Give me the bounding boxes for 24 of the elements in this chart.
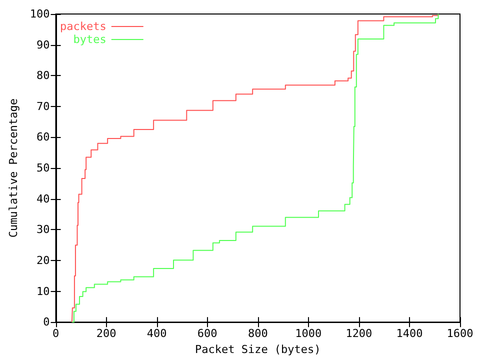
y-tick-label: 40 xyxy=(36,192,50,206)
y-tick-label: 60 xyxy=(36,130,50,144)
y-tick-label: 30 xyxy=(36,223,50,236)
x-tick-label: 400 xyxy=(146,327,167,340)
y-tick-label: 80 xyxy=(36,69,50,82)
legend-label: packets xyxy=(60,20,106,33)
y-tick-label: 70 xyxy=(36,100,50,113)
x-tick-label: 1600 xyxy=(446,327,474,340)
x-axis-title: Packet Size (bytes) xyxy=(194,343,321,356)
x-tick-label: 200 xyxy=(96,327,116,340)
y-tick-label: 50 xyxy=(36,162,50,175)
x-tick-label: 1200 xyxy=(346,327,372,340)
x-tick-label: 1400 xyxy=(396,327,423,340)
y-tick-label: 100 xyxy=(30,8,50,20)
y-axis-title: Cumulative Percentage xyxy=(7,98,20,238)
x-tick-label: 1000 xyxy=(295,327,322,340)
y-tick-label: 90 xyxy=(36,38,50,52)
y-tick-label: 10 xyxy=(36,284,50,298)
x-tick-label: 800 xyxy=(248,327,268,340)
y-tick-label: 20 xyxy=(36,254,50,267)
legend-label: bytes xyxy=(73,33,106,46)
y-tick-label: 0 xyxy=(43,316,50,329)
x-tick-label: 0 xyxy=(52,327,60,340)
x-tick-label: 600 xyxy=(197,327,218,340)
